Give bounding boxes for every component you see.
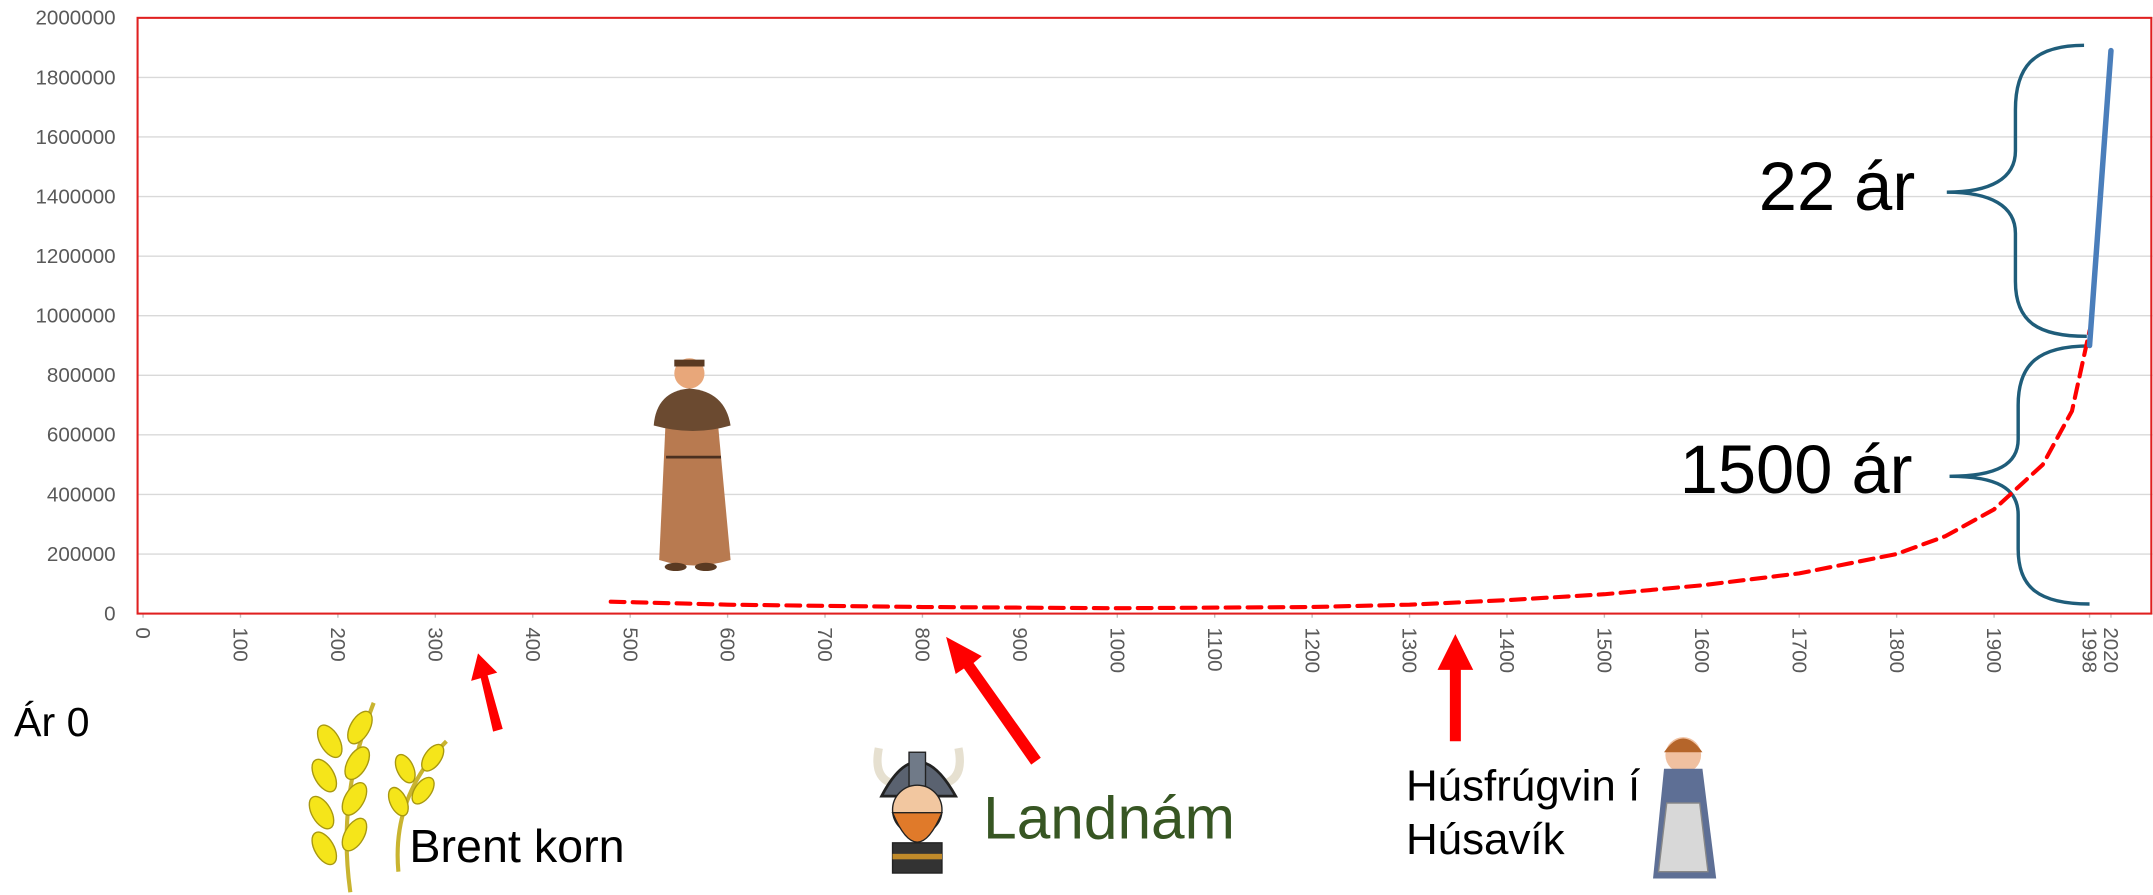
x-tick-label: 1100 bbox=[1203, 627, 1226, 671]
x-tick-label: 1998 bbox=[2078, 627, 2101, 673]
annotation: 1500 ár bbox=[1680, 431, 1913, 508]
y-tick-label: 1200000 bbox=[35, 245, 115, 268]
arrow bbox=[1437, 634, 1474, 742]
grid: 0 200000 400000 600000 800000 1000000 1200000 1… bbox=[35, 7, 2153, 673]
plot bbox=[608, 47, 2114, 611]
annotation: Brent korn bbox=[409, 820, 624, 872]
plot-border bbox=[136, 16, 2153, 615]
annotation: Landnám bbox=[983, 784, 1235, 852]
x-tick-label: 100 bbox=[229, 627, 252, 661]
annotation: 22 ár bbox=[1759, 148, 1915, 225]
y-tick-label: 400000 bbox=[47, 483, 116, 506]
y-tick-label: 1000000 bbox=[35, 305, 115, 328]
x-tick-label: 500 bbox=[618, 627, 641, 661]
x-tick-label: 1900 bbox=[1982, 627, 2005, 673]
wheat-figure bbox=[308, 702, 448, 893]
annotations: 22 ár 1500 ár Ár 0 Brent korn Landnám Húsfrúg… bbox=[14, 148, 1915, 872]
y-tick-label: 2000000 bbox=[35, 7, 115, 30]
y-tick-label: 1400000 bbox=[35, 185, 115, 208]
monk-figure bbox=[653, 358, 731, 572]
y-tick-label: 0 bbox=[104, 602, 115, 625]
series-line bbox=[2086, 47, 2114, 349]
x-tick-label: 1600 bbox=[1690, 627, 1713, 673]
y-tick-label: 800000 bbox=[47, 364, 116, 387]
x-tick-label: 1300 bbox=[1398, 627, 1421, 673]
annotation: Húsfrúgvin í bbox=[1406, 761, 1640, 810]
x-tick-label: 1400 bbox=[1495, 627, 1518, 673]
x-tick-label: 1500 bbox=[1593, 627, 1616, 673]
y-tick-label: 1600000 bbox=[35, 126, 115, 149]
x-tick-label: 600 bbox=[716, 627, 739, 661]
arrow bbox=[471, 653, 503, 732]
x-tick-label: 700 bbox=[813, 627, 836, 661]
arrow bbox=[946, 636, 1041, 765]
x-tick-label: 300 bbox=[423, 627, 446, 661]
x-tick-label: 1800 bbox=[1885, 627, 1908, 673]
x-tick-label: 1000 bbox=[1105, 627, 1128, 673]
x-tick-label: 900 bbox=[1008, 627, 1031, 661]
x-tick-label: 0 bbox=[131, 627, 154, 638]
arrows bbox=[471, 634, 1474, 765]
x-tick-label: 800 bbox=[911, 627, 934, 661]
annotation: Húsavík bbox=[1406, 815, 1566, 864]
y-tick-label: 600000 bbox=[47, 424, 116, 447]
brace bbox=[1946, 43, 2087, 339]
x-tick-label: 2020 bbox=[2099, 627, 2122, 673]
x-tick-label: 1200 bbox=[1300, 627, 1323, 673]
annotation: Ár 0 bbox=[14, 699, 90, 745]
y-tick-label: 1800000 bbox=[35, 66, 115, 89]
x-tick-label: 400 bbox=[521, 627, 544, 661]
x-tick-label: 200 bbox=[326, 627, 349, 661]
viking-figure bbox=[873, 747, 964, 874]
woman-figure bbox=[1653, 737, 1717, 879]
x-tick-label: 1700 bbox=[1787, 627, 1810, 673]
series-line bbox=[608, 328, 2092, 611]
y-tick-label: 200000 bbox=[47, 543, 116, 566]
brace bbox=[1949, 344, 2090, 606]
